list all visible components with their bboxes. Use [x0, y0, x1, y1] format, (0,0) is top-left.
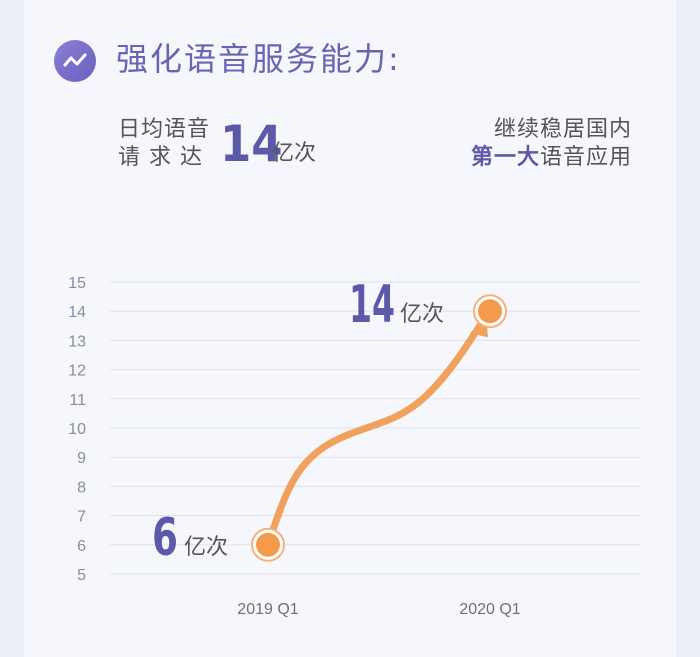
stat-right-line2: 第一大语音应用 [471, 144, 632, 172]
stat-left-line2: 请 求 达 [118, 145, 203, 170]
y-tick-label: 12 [68, 363, 86, 380]
y-tick-label: 14 [68, 304, 86, 321]
data-label-unit: 亿次 [400, 302, 444, 327]
y-tick-label: 10 [68, 421, 86, 438]
data-label-value: 6 [152, 508, 178, 568]
x-tick-label: 2019 Q1 [237, 601, 298, 618]
data-point [478, 299, 502, 324]
section-heading: 强化语音服务能力: [116, 40, 401, 78]
y-tick-label: 5 [77, 567, 86, 584]
stat-right-line1: 继续稳居国内 [493, 117, 632, 142]
y-tick-label: 6 [77, 538, 86, 555]
content-card [24, 0, 676, 657]
trend-wave-icon [54, 40, 96, 82]
stat-left-unit: 亿次 [272, 141, 317, 166]
stat-right-emphasis: 第一大 [470, 145, 540, 170]
y-tick-label: 7 [77, 509, 86, 526]
data-label-value: 14 [349, 275, 395, 335]
data-point [256, 532, 280, 557]
stat-left-value: 14 [220, 115, 283, 173]
y-tick-label: 8 [77, 479, 86, 496]
stat-right-rest: 语音应用 [539, 145, 632, 170]
y-tick-label: 13 [68, 333, 86, 350]
x-tick-label: 2020 Q1 [459, 601, 520, 618]
market-position-stat: 继续稳居国内 第一大语音应用 [471, 116, 632, 172]
y-tick-label: 11 [69, 392, 86, 409]
y-tick-label: 15 [68, 275, 86, 292]
y-tick-label: 9 [77, 450, 86, 467]
data-label-unit: 亿次 [184, 535, 228, 560]
stat-left-line1: 日均语音 [118, 117, 211, 142]
series-line [264, 321, 484, 549]
daily-requests-stat: 日均语音 请 求 达 [118, 116, 210, 172]
